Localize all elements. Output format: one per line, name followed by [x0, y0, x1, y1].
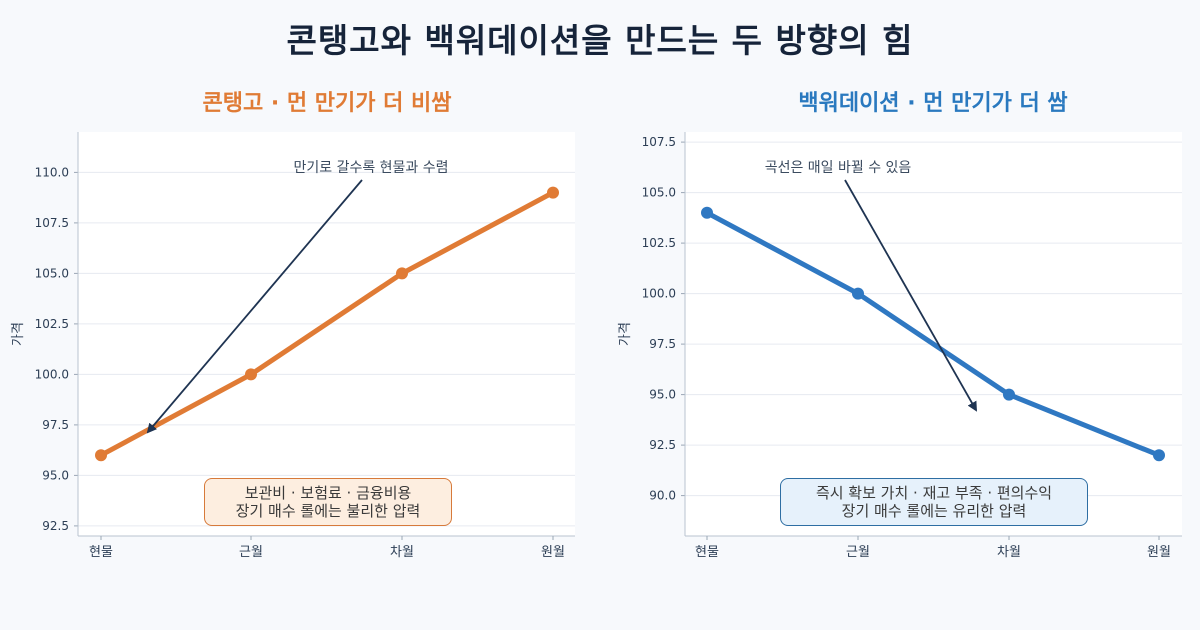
backwardation-note-line-1: 즉시 확보 가치 · 재고 부족 · 편의수익 [815, 484, 1053, 502]
contango-x-tick-label: 원월 [541, 545, 565, 560]
backwardation-y-axis-label: 가격 [618, 322, 633, 346]
backwardation-y-tick-label: 105.0 [642, 186, 676, 200]
backwardation-note-box: 즉시 확보 가치 · 재고 부족 · 편의수익 장기 매수 롤에는 유리한 압력 [780, 478, 1088, 526]
contango-y-tick-label: 95.0 [42, 468, 69, 482]
contango-note-line-1: 보관비 · 보험료 · 금융비용 [244, 484, 412, 502]
backwardation-chart: 90.0 92.5 95.0 97.5 100.0 102.5 105.0 107.5 현물 근월… [618, 91, 1182, 560]
main-title: 콘탱고와 백워데이션을 만드는 두 방향의 힘 [286, 21, 914, 60]
contango-panel-title: 콘탱고 · 먼 만기가 더 비쌈 [202, 91, 451, 116]
contango-x-tick-label: 현물 [89, 545, 113, 560]
contango-y-tick-label: 97.5 [42, 418, 69, 432]
contango-data-point [245, 368, 257, 381]
backwardation-panel-title: 백워데이션 · 먼 만기가 더 쌈 [798, 91, 1067, 116]
backwardation-annotation-text: 곡선은 매일 바뀔 수 있음 [765, 160, 912, 176]
backwardation-y-tick-label: 107.5 [642, 135, 676, 149]
backwardation-data-point [1003, 388, 1015, 401]
backwardation-y-tick-label: 102.5 [642, 236, 676, 250]
backwardation-y-tick-label: 90.0 [649, 489, 676, 503]
backwardation-x-tick-label: 근월 [846, 545, 870, 560]
contango-plot-area [78, 132, 575, 536]
contango-y-tick-label: 92.5 [42, 519, 69, 533]
backwardation-data-point [701, 206, 713, 219]
backwardation-data-point [852, 287, 864, 300]
contango-chart: 92.5 95.0 97.5 100.0 102.5 105.0 107.5 110.0 현물 근… [11, 91, 575, 560]
backwardation-y-tick-label: 95.0 [649, 388, 676, 402]
contango-y-tick-label: 100.0 [35, 367, 69, 381]
backwardation-annotation-arrow [844, 179, 977, 412]
contango-y-tick-label: 107.5 [35, 216, 69, 230]
contango-y-tick-label: 105.0 [35, 266, 69, 280]
backwardation-x-tick-label: 차월 [997, 545, 1021, 560]
backwardation-note-line-2: 장기 매수 롤에는 유리한 압력 [841, 502, 1027, 520]
backwardation-data-point [1153, 449, 1165, 462]
contango-data-point [547, 186, 559, 199]
backwardation-x-tick-label: 현물 [695, 545, 719, 560]
contango-annotation-arrow [146, 179, 363, 434]
contango-y-tick-label: 110.0 [35, 165, 69, 179]
contango-data-point [95, 449, 107, 462]
contango-y-axis-label: 가격 [11, 322, 26, 346]
contango-note-box: 보관비 · 보험료 · 금융비용 장기 매수 롤에는 불리한 압력 [204, 478, 452, 526]
contango-note-line-2: 장기 매수 롤에는 불리한 압력 [235, 502, 421, 520]
backwardation-y-tick-label: 100.0 [642, 287, 676, 301]
backwardation-y-tick-label: 92.5 [649, 438, 676, 452]
backwardation-x-tick-label: 원월 [1147, 545, 1171, 560]
contango-x-tick-label: 근월 [239, 545, 263, 560]
backwardation-y-tick-label: 97.5 [649, 337, 676, 351]
backwardation-series-line [704, 210, 1162, 458]
contango-y-tick-label: 102.5 [35, 317, 69, 331]
contango-series-line [98, 190, 556, 458]
contango-data-point [396, 267, 408, 280]
contango-x-tick-label: 차월 [390, 545, 414, 560]
contango-annotation-text: 만기로 갈수록 현물과 수렴 [293, 160, 448, 176]
